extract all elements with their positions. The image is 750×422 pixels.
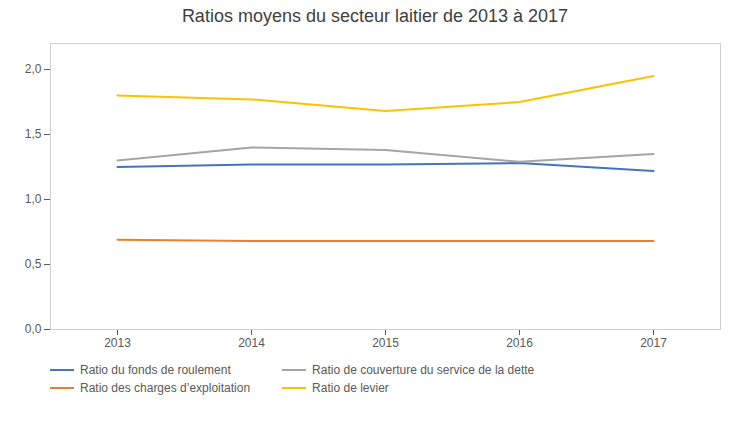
html-text:Ratios moyens du secteur laiti: Ratios moyens du secteur laitier de 2013… bbox=[181, 6, 569, 26]
svg-text:2013: 2013 bbox=[104, 336, 131, 350]
html-text:Ratio de levier: Ratio de levier bbox=[312, 381, 389, 395]
svg-text:1,0: 1,0 bbox=[25, 192, 42, 206]
svg-text:2,0: 2,0 bbox=[25, 62, 42, 76]
svg-text:2015: 2015 bbox=[372, 336, 399, 350]
html-text:Ratio du fonds de roulement: Ratio du fonds de roulement bbox=[80, 363, 231, 377]
html-text:Ratio des charges d’exploitati: Ratio des charges d’exploitation bbox=[80, 381, 251, 395]
svg-text:0,5: 0,5 bbox=[25, 257, 42, 271]
html-text:Ratio de couverture du service: Ratio de couverture du service de la det… bbox=[312, 363, 535, 377]
svg-text:2014: 2014 bbox=[238, 336, 265, 350]
svg-text:2016: 2016 bbox=[506, 336, 533, 350]
svg-text:2017: 2017 bbox=[640, 336, 667, 350]
svg-text:1,5: 1,5 bbox=[25, 127, 42, 141]
svg-text:0,0: 0,0 bbox=[25, 322, 42, 336]
